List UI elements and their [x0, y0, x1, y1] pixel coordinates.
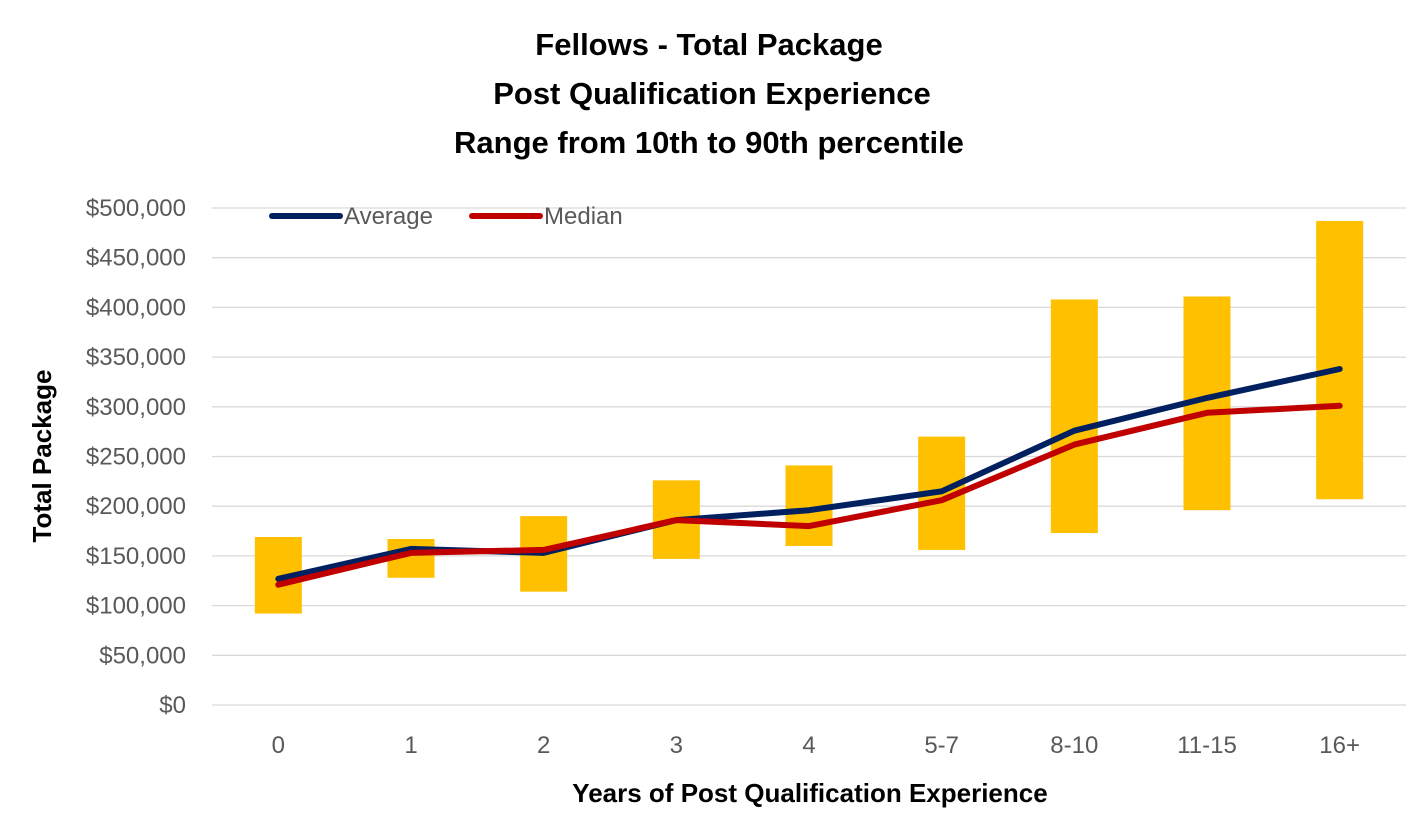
x-tick-label: 1	[404, 732, 417, 759]
series-lines	[275, 366, 1343, 588]
y-axis-tick-labels: $0 $50,000 $100,000 $150,000 $200,000 $250,00…	[86, 195, 186, 719]
y-tick-label: $300,000	[86, 394, 186, 421]
x-tick-label: 16+	[1319, 732, 1360, 759]
range-bars	[254, 220, 1364, 614]
y-tick-label: $50,000	[99, 642, 186, 669]
x-tick-label: 3	[670, 732, 683, 759]
x-tick-label: 8-10	[1050, 732, 1098, 759]
y-tick-label: $250,000	[86, 444, 186, 471]
x-axis-tick-labels: 0 1 2 3 4 5-7 8-10 11-15 16+	[272, 732, 1360, 759]
x-tick-label: 2	[537, 732, 550, 759]
legend: Average Median	[269, 203, 623, 230]
y-tick-label: $0	[159, 692, 186, 719]
range-bar	[1316, 220, 1364, 500]
x-tick-label: 5-7	[924, 732, 959, 759]
x-tick-label: 0	[272, 732, 285, 759]
chart-title-line-3: Range from 10th to 90th percentile	[454, 125, 964, 160]
y-tick-label: $450,000	[86, 245, 186, 272]
legend-label-median: Median	[544, 203, 623, 230]
y-axis-title: Total Package	[27, 370, 57, 543]
y-tick-label: $350,000	[86, 344, 186, 371]
series-line-median	[275, 402, 1343, 588]
range-bar	[1050, 299, 1098, 534]
x-axis-title: Years of Post Qualification Experience	[572, 778, 1047, 808]
y-tick-label: $100,000	[86, 593, 186, 620]
x-tick-label: 4	[802, 732, 815, 759]
legend-label-average: Average	[344, 203, 433, 230]
y-tick-label: $500,000	[86, 195, 186, 222]
chart-title-line-1: Fellows - Total Package	[535, 27, 882, 62]
chart-title-line-2: Post Qualification Experience	[493, 76, 931, 111]
y-tick-label: $400,000	[86, 294, 186, 321]
y-tick-label: $200,000	[86, 493, 186, 520]
x-tick-label: 11-15	[1177, 732, 1237, 759]
y-tick-label: $150,000	[86, 543, 186, 570]
chart-title: Fellows - Total Package Post Qualificati…	[454, 27, 964, 160]
